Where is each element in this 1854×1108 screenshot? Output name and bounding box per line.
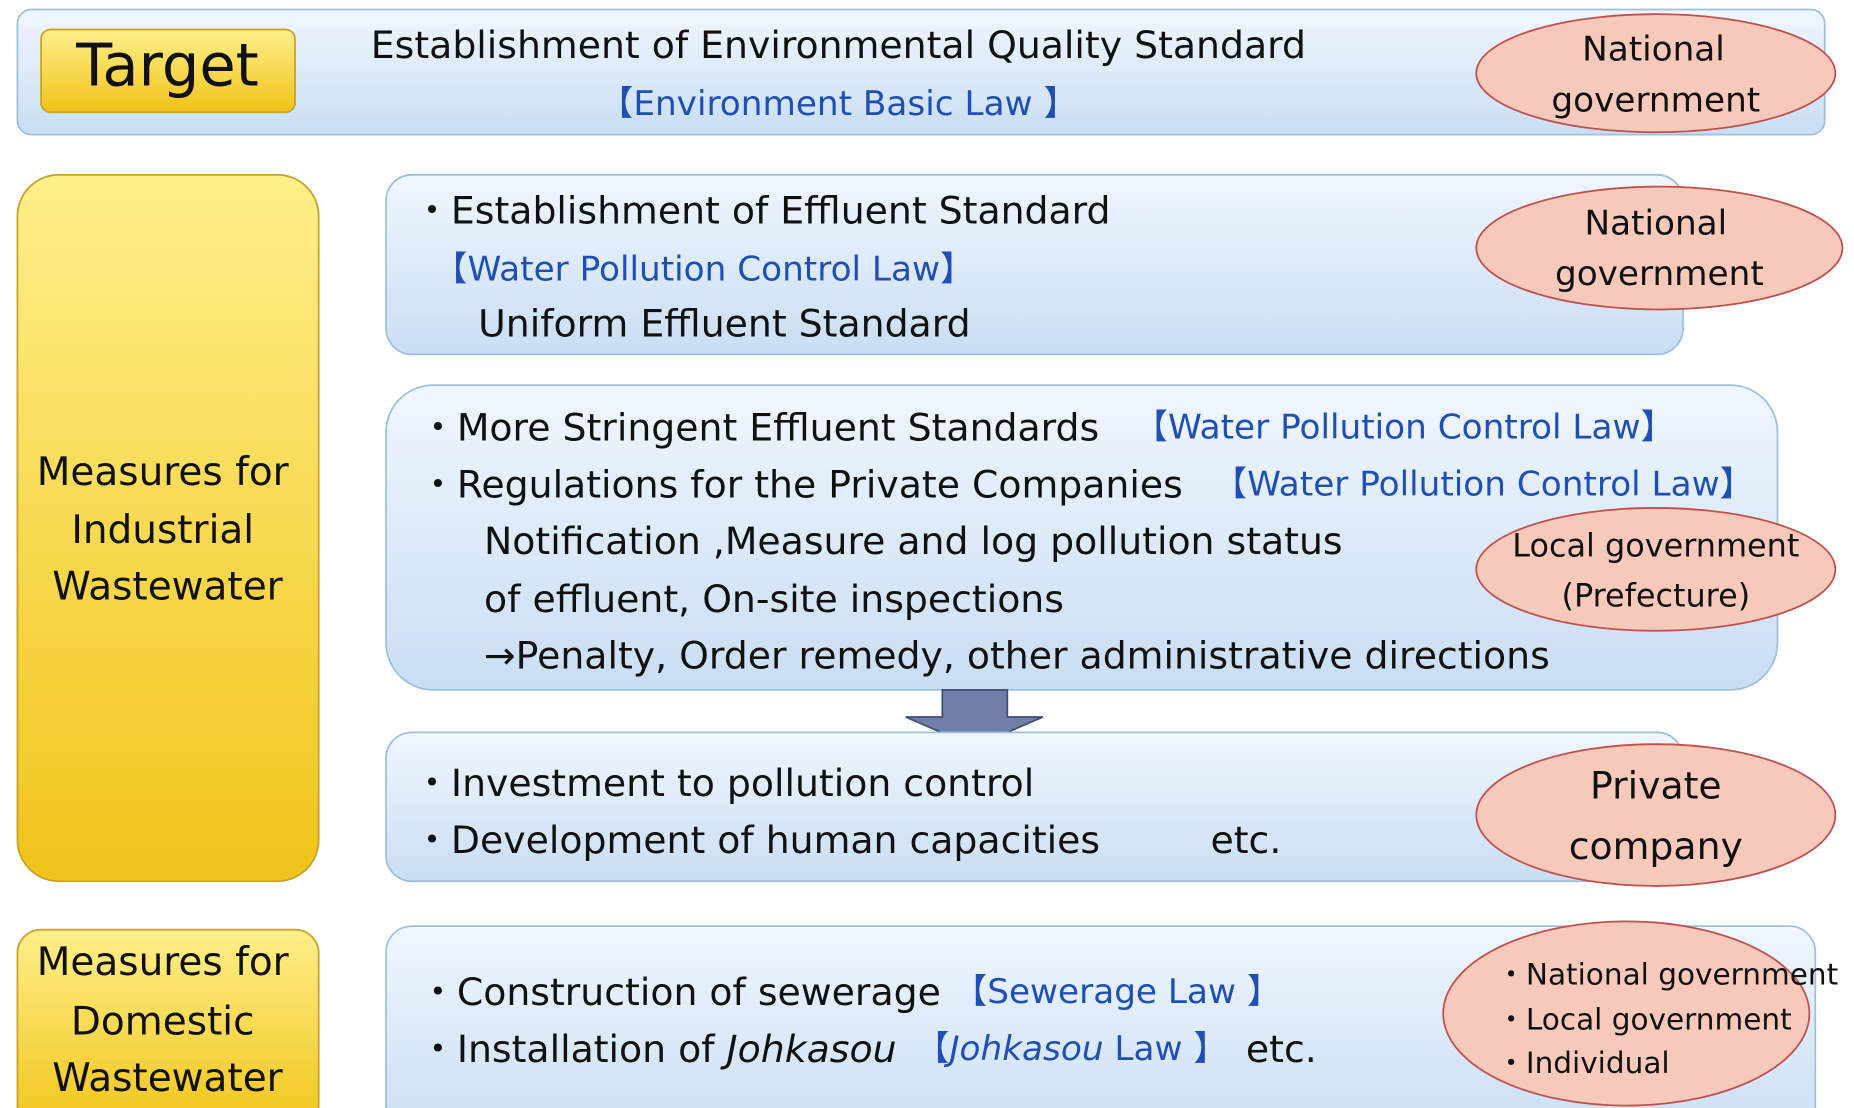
industrial-label: Industrial xyxy=(71,508,254,553)
detail-text: of effluent, On-site inspections xyxy=(484,577,1064,621)
detail-text: Uniform Effluent Standard xyxy=(478,302,970,346)
actor-text: company xyxy=(1569,824,1743,868)
detail-text: Notification ,Measure and log pollution … xyxy=(484,519,1343,563)
actor-text: National xyxy=(1582,30,1725,70)
actor-text: government xyxy=(1551,80,1760,120)
law-text: 【Sewerage Law 】 xyxy=(953,972,1281,1012)
actor-text: ・Individual xyxy=(1496,1046,1669,1080)
item-text: ・Installation of Johkasou xyxy=(419,1027,896,1071)
item-text: ・Regulations for the Private Companies xyxy=(419,462,1183,506)
actor-text: (Prefecture) xyxy=(1562,576,1751,614)
target-title: Establishment of Environmental Quality S… xyxy=(371,23,1306,67)
domestic-label: Domestic xyxy=(71,999,255,1044)
item-text: ・Establishment of Effluent Standard xyxy=(413,188,1110,232)
law-term: Johkasou xyxy=(943,1029,1103,1069)
domestic-box xyxy=(385,925,1817,1108)
actor-text: ・National government xyxy=(1496,958,1838,992)
law-text: 【Water Pollution Control Law】 xyxy=(1134,408,1675,448)
actor-text: ・Local government xyxy=(1496,1002,1791,1036)
actor-text: government xyxy=(1555,254,1764,294)
actor-ellipse xyxy=(1475,13,1837,134)
actor-ellipse xyxy=(1442,920,1811,1107)
target-label: Target xyxy=(75,30,259,99)
actor-ellipse xyxy=(1475,743,1837,887)
item-text: ・Development of human capacities xyxy=(413,818,1100,862)
item-text: ・Construction of sewerage xyxy=(419,970,941,1014)
item-text: ・Investment to pollution control xyxy=(413,761,1034,805)
domestic-label-box xyxy=(16,928,320,1108)
domestic-label: Wastewater xyxy=(52,1056,283,1101)
law-text: Law 】 xyxy=(1104,1029,1228,1069)
law-text: 【 xyxy=(915,1029,949,1069)
law-text: 【Water Pollution Control Law】 xyxy=(433,249,974,289)
term-text: Johkasou xyxy=(720,1027,897,1071)
law-text: 【Water Pollution Control Law】 xyxy=(1213,464,1754,504)
suffix-text: etc. xyxy=(1246,1027,1317,1071)
target-badge xyxy=(40,28,296,114)
item-text: ・More Stringent Effluent Standards xyxy=(419,406,1099,450)
industrial-label: Measures for xyxy=(37,450,290,495)
industrial-label: Wastewater xyxy=(52,565,283,610)
target-law: 【Environment Basic Law 】 xyxy=(599,84,1078,124)
law-text: 【Johkasou Law 】 xyxy=(915,1029,1227,1069)
item-text: ・Installation of xyxy=(419,1027,726,1071)
actor-text: Local government xyxy=(1512,527,1799,565)
domestic-label: Measures for xyxy=(37,940,290,985)
actor-text: National xyxy=(1584,203,1727,243)
industrial-label-box xyxy=(16,173,320,883)
actor-text: Private xyxy=(1590,764,1722,808)
detail-text: →Penalty, Order remedy, other administra… xyxy=(484,634,1550,678)
suffix-text: etc. xyxy=(1210,818,1281,862)
actor-ellipse xyxy=(1475,185,1844,311)
actor-ellipse xyxy=(1475,507,1837,632)
